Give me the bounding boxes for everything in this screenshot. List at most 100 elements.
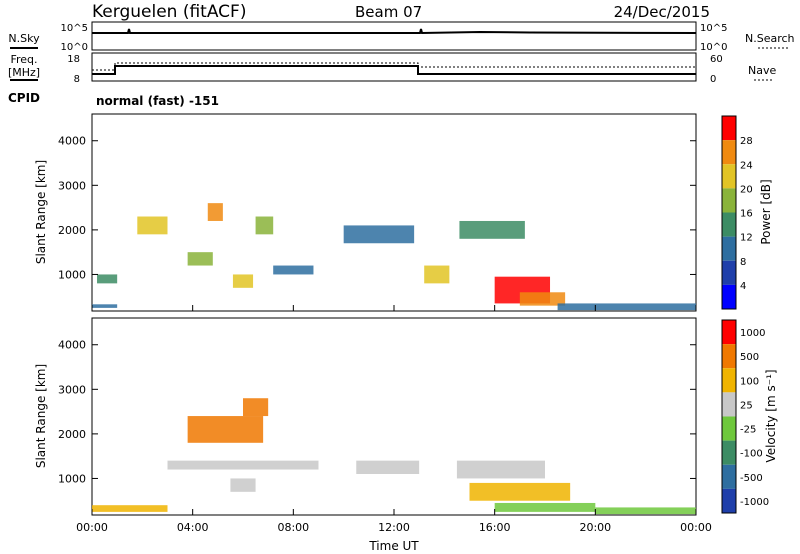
velocity-ylabel: Slant Range [km] bbox=[34, 364, 48, 468]
velocity-ytick-label-3: 1000 bbox=[58, 472, 86, 485]
velocity-colorbar-tick-4: -25 bbox=[740, 425, 756, 436]
xtick-label-5: 20:00 bbox=[579, 521, 611, 534]
nave-label: Nave bbox=[748, 64, 776, 77]
power-colorbar-tick-5: 8 bbox=[740, 257, 746, 268]
power-ytick-label-2: 2000 bbox=[58, 224, 86, 237]
velocity-colorbar-tick-6: -500 bbox=[740, 473, 763, 484]
nsky-trace bbox=[92, 28, 697, 35]
xtick-label-3: 12:00 bbox=[378, 521, 410, 534]
freq-tick-low: 8 bbox=[74, 74, 80, 85]
power-colorbar-segment-1 bbox=[722, 140, 736, 165]
power-colorbar-tick-2: 20 bbox=[740, 184, 753, 195]
velocity-colorbar-segment-5 bbox=[722, 440, 736, 465]
velocity-colorbar-segment-6 bbox=[722, 464, 736, 489]
power-colorbar-tick-1: 24 bbox=[740, 160, 753, 171]
power-region-0 bbox=[92, 304, 118, 308]
xtick-label-2: 08:00 bbox=[277, 521, 309, 534]
power-ytick-label-1: 3000 bbox=[58, 179, 86, 192]
time-axis-label: Time UT bbox=[368, 539, 419, 553]
power-colorbar-segment-0 bbox=[722, 116, 736, 141]
nsky-tick-low: 10^0 bbox=[61, 42, 88, 53]
power-ylabel: Slant Range [km] bbox=[34, 160, 48, 264]
velocity-colorbar-segment-1 bbox=[722, 344, 736, 369]
velocity-region-0 bbox=[187, 416, 264, 443]
cpid-label: CPID bbox=[8, 91, 40, 105]
power-colorbar-tick-3: 16 bbox=[740, 209, 753, 220]
power-region-12 bbox=[557, 303, 696, 311]
velocity-region-4 bbox=[356, 460, 420, 474]
freq-label: Freq. bbox=[10, 53, 37, 66]
power-colorbar-segment-4 bbox=[722, 212, 736, 237]
velocity-ytick-label-1: 3000 bbox=[58, 383, 86, 396]
power-colorbar: 28 24 20 16 12 8 4 bbox=[721, 115, 753, 310]
velocity-colorbar-segment-4 bbox=[722, 416, 736, 441]
velocity-ytick-label-0: 4000 bbox=[58, 339, 86, 352]
beam-label: Beam 07 bbox=[355, 3, 422, 21]
velocity-region-9 bbox=[92, 505, 168, 512]
power-colorbar-segment-5 bbox=[722, 236, 736, 261]
power-colorbar-segment-6 bbox=[722, 260, 736, 285]
power-colorbar-tick-0: 28 bbox=[740, 136, 753, 147]
velocity-region-3 bbox=[230, 478, 256, 492]
power-region-2 bbox=[137, 216, 168, 235]
power-region-7 bbox=[273, 265, 314, 275]
power-region-1 bbox=[97, 274, 118, 284]
nave-tick-high: 60 bbox=[710, 54, 723, 65]
velocity-region-1 bbox=[243, 398, 269, 417]
power-ytick-label-3: 1000 bbox=[58, 268, 86, 281]
velocity-colorbar-frame bbox=[721, 319, 737, 514]
xtick-label-6: 00:00 bbox=[680, 521, 712, 534]
nave-tick-low: 0 bbox=[710, 74, 716, 85]
velocity-colorbar-tick-0: 1000 bbox=[740, 328, 765, 339]
freq-unit: [MHz] bbox=[8, 66, 40, 79]
velocity-colorbar-tick-1: 500 bbox=[740, 352, 759, 363]
nsky-tick-high: 10^5 bbox=[61, 23, 88, 34]
cpid-value: normal (fast) -151 bbox=[96, 94, 219, 108]
velocity-colorbar-segment-0 bbox=[722, 320, 736, 345]
xtick-label-4: 16:00 bbox=[479, 521, 511, 534]
velocity-colorbar-label: Velocity [m s⁻¹] bbox=[764, 369, 778, 462]
velocity-colorbar-tick-2: 100 bbox=[740, 376, 759, 387]
velocity-region-8 bbox=[595, 507, 696, 515]
velocity-region-7 bbox=[494, 502, 596, 512]
velocity-colorbar: 1000 500 100 25 -25 -100 -500 -1000 bbox=[721, 319, 769, 514]
power-heatmap-panel: Slant Range [km] 4000 3000 2000 1000 bbox=[34, 113, 697, 312]
velocity-heatmap-panel: Slant Range [km] 4000 3000 2000 1000 00:00 0… bbox=[34, 305, 712, 553]
power-colorbar-segment-3 bbox=[722, 188, 736, 213]
nsearch-tick-low: 10^0 bbox=[700, 42, 727, 53]
velocity-region-2 bbox=[167, 460, 319, 470]
power-region-9 bbox=[459, 220, 525, 239]
freq-trace bbox=[92, 65, 696, 75]
velocity-colorbar-segment-7 bbox=[722, 488, 736, 513]
xtick-label-0: 00:00 bbox=[76, 521, 108, 534]
power-region-13 bbox=[343, 225, 415, 244]
power-colorbar-tick-6: 4 bbox=[740, 281, 746, 292]
power-colorbar-segment-7 bbox=[722, 284, 736, 309]
power-colorbar-frame bbox=[721, 115, 737, 310]
velocity-colorbar-tick-5: -100 bbox=[740, 449, 763, 460]
nsky-label: N.Sky bbox=[8, 32, 40, 45]
nave-trace bbox=[92, 62, 696, 71]
velocity-colorbar-tick-3: 25 bbox=[740, 400, 753, 411]
nsky-panel: N.Sky 10^5 10^0 10^5 10^0 N.Search bbox=[8, 21, 795, 53]
date-label: 24/Dec/2015 bbox=[614, 3, 710, 21]
power-region-4 bbox=[207, 203, 223, 221]
velocity-region-6 bbox=[469, 482, 571, 501]
xtick-label-1: 04:00 bbox=[177, 521, 209, 534]
velocity-colorbar-segment-3 bbox=[722, 392, 736, 417]
freq-tick-high: 18 bbox=[67, 54, 80, 65]
station-title: Kerguelen (fitACF) bbox=[92, 2, 246, 22]
velocity-region-5 bbox=[456, 460, 545, 479]
power-region-5 bbox=[232, 274, 254, 288]
freq-panel: Freq. [MHz] 18 8 60 0 Nave bbox=[8, 52, 776, 85]
velocity-colorbar-tick-7: -1000 bbox=[740, 497, 769, 508]
nsearch-label: N.Search bbox=[745, 32, 795, 45]
velocity-colorbar-segment-2 bbox=[722, 368, 736, 393]
power-colorbar-segment-2 bbox=[722, 164, 736, 189]
nsearch-tick-high: 10^5 bbox=[700, 23, 727, 34]
power-colorbar-label: Power [dB] bbox=[759, 179, 773, 244]
power-ytick-label-0: 4000 bbox=[58, 135, 86, 148]
power-region-6 bbox=[255, 216, 274, 235]
power-region-8 bbox=[424, 265, 450, 284]
